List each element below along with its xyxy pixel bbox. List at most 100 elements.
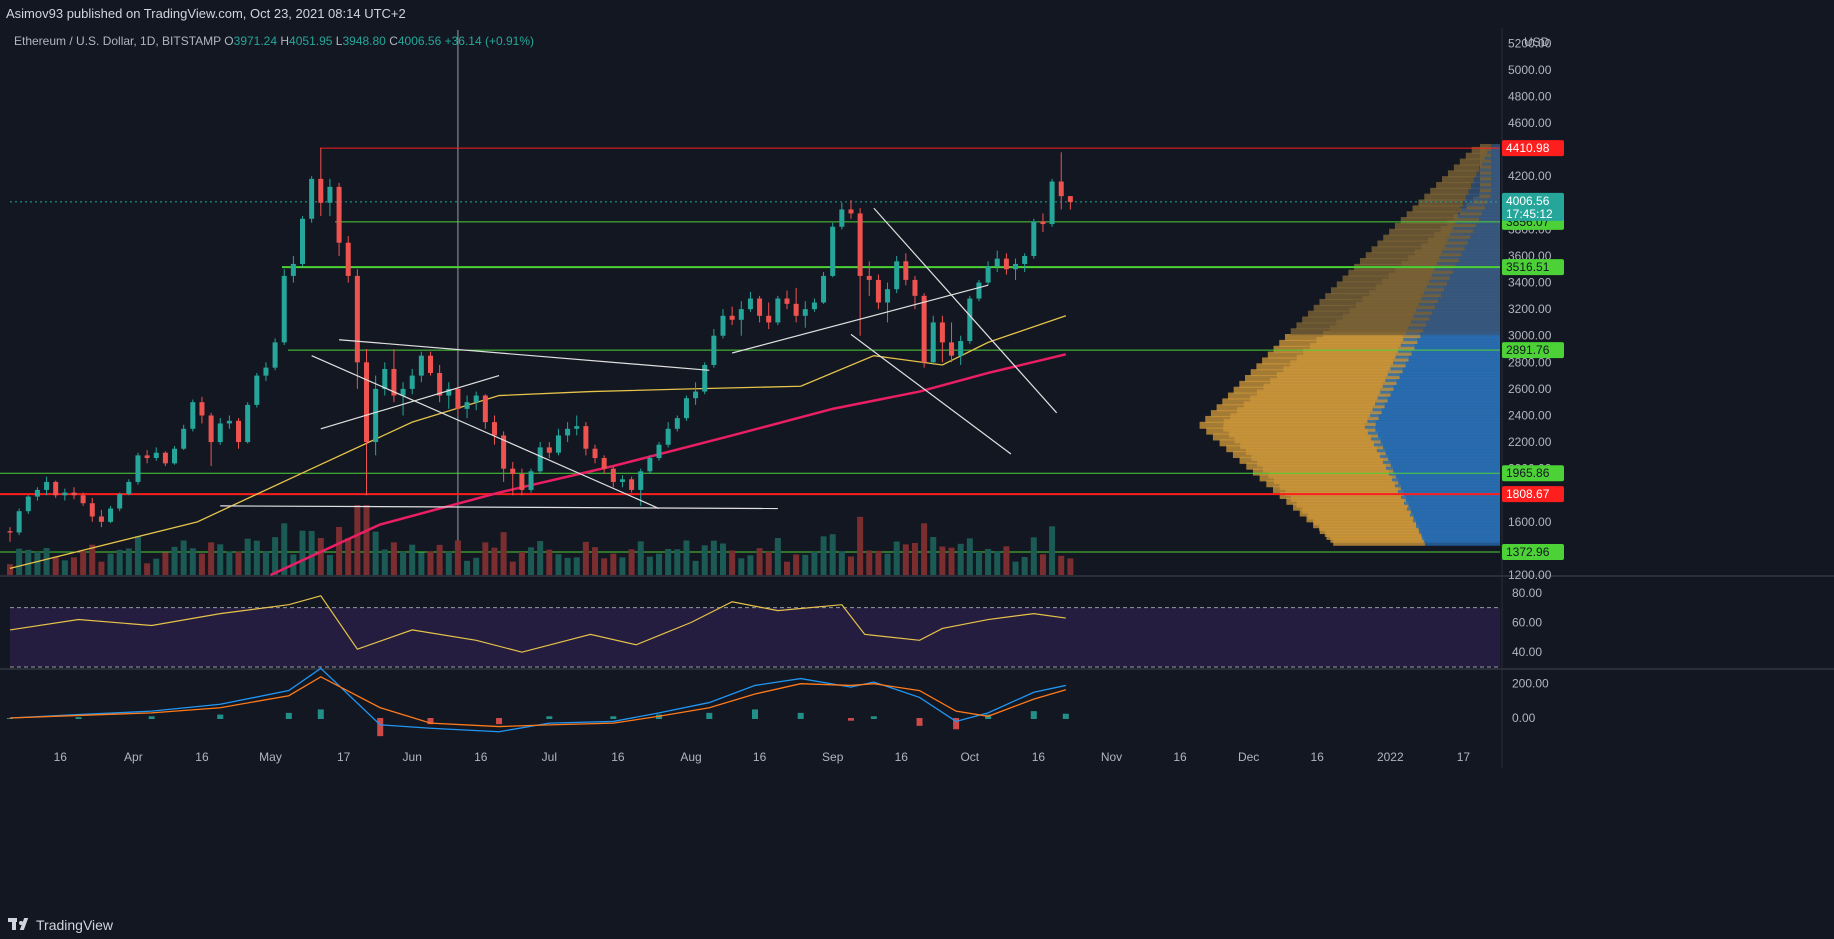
volume-bar: [683, 540, 690, 575]
volume-bar: [208, 542, 215, 575]
candle-body: [757, 298, 763, 316]
volume-bar: [573, 557, 580, 575]
macd-histogram-bar: [7, 718, 13, 719]
trendline: [850, 333, 1012, 455]
rsi-tick-label: 40.00: [1512, 645, 1542, 659]
moving-average-line: [269, 353, 1067, 577]
candle-body: [172, 448, 178, 464]
volume-bar: [482, 542, 489, 575]
x-tick-label: Jun: [403, 750, 422, 764]
price-level-label: 3516.51: [1506, 260, 1550, 274]
candle-body: [1022, 255, 1028, 264]
volume-bar: [985, 549, 992, 575]
volume-profile-bar: [1453, 164, 1480, 172]
volume-profile-bar: [1394, 222, 1453, 230]
volume-bar: [454, 540, 461, 575]
volume-bar: [820, 536, 827, 575]
volume-bar: [665, 549, 672, 575]
volume-bar: [838, 551, 845, 575]
volume-bar: [1039, 554, 1046, 575]
price-level-tag: [1502, 465, 1564, 482]
price-tick-label: 3000.00: [1508, 329, 1552, 343]
volume-bar: [107, 553, 114, 575]
tradingview-logo[interactable]: TradingView: [8, 917, 113, 933]
volume-bar: [345, 538, 352, 575]
candle-body: [702, 364, 708, 392]
volume-bar: [61, 560, 68, 575]
currency-label: USD: [1524, 35, 1550, 49]
volume-bar: [528, 547, 535, 575]
price-tick-label: 3400.00: [1508, 276, 1552, 290]
volume-bar: [1067, 558, 1074, 575]
volume-bar: [646, 556, 653, 575]
macd-histogram-bar: [377, 718, 384, 737]
volume-bar: [162, 552, 169, 575]
volume-bar: [966, 538, 973, 575]
volume-profile-bar: [1418, 199, 1464, 207]
volume-bar: [893, 541, 900, 575]
last-price-tag: [1502, 192, 1564, 221]
volume-bar: [1012, 561, 1019, 575]
candle-body: [309, 178, 315, 219]
macd-histogram-bar: [797, 712, 804, 719]
candle-body: [802, 309, 808, 316]
rsi-tick-label: 80.00: [1512, 586, 1542, 600]
macd-histogram-bar: [317, 709, 324, 719]
x-tick-label: Apr: [124, 750, 143, 764]
price-tick-label: 4600.00: [1508, 116, 1552, 130]
candle-body: [939, 322, 945, 343]
candle-body: [254, 375, 260, 405]
volume-profile-bar: [1365, 252, 1440, 260]
volume-bar: [400, 551, 407, 575]
volume-bar: [1049, 526, 1056, 575]
volume-bar: [509, 561, 516, 575]
x-tick-label: Jul: [542, 750, 557, 764]
volume-bar: [116, 549, 123, 575]
volume-bar: [308, 531, 315, 575]
candle-body: [44, 481, 50, 490]
volume-bar: [637, 541, 644, 575]
low-value: 3948.80: [342, 34, 386, 48]
volume-bar: [747, 555, 754, 575]
volume-bar: [171, 546, 178, 575]
candle-body: [382, 368, 388, 389]
candle-body: [729, 315, 735, 320]
volume-bar: [555, 554, 562, 575]
volume-bar: [89, 544, 96, 575]
candle-body: [674, 418, 680, 429]
close-label: C: [389, 34, 398, 48]
trendline: [339, 339, 710, 371]
volume-bar: [765, 551, 772, 575]
candle-body: [519, 473, 525, 490]
volume-bar: [363, 505, 370, 575]
volume-bar: [884, 553, 891, 575]
volume-profile-bar: [1348, 269, 1432, 277]
candle-body: [208, 415, 214, 443]
volume-bar: [189, 548, 196, 575]
trendline: [731, 284, 989, 354]
price-tick-label: 4200.00: [1508, 169, 1552, 183]
rsi-tick-label: 60.00: [1512, 616, 1542, 630]
candle-body: [821, 275, 827, 303]
candle-body: [720, 315, 726, 336]
volume-bar: [80, 551, 87, 575]
candle-body: [903, 261, 909, 280]
price-level-tag: [1502, 544, 1564, 561]
volume-profile-bar: [1491, 143, 1500, 151]
volume-bars: [7, 505, 1074, 575]
candle-body: [1013, 263, 1019, 270]
high-label: H: [280, 34, 290, 48]
candle-body: [610, 468, 616, 482]
volume-bar: [582, 541, 589, 575]
volume-bar: [911, 543, 918, 575]
candle-body: [1040, 221, 1046, 225]
volume-bar: [381, 549, 388, 575]
price-chart[interactable]: 16 Apr 16 May 17 Jun 16 Jul 16 Aug 16 Sep 16 Oct 16 Nov…: [0, 0, 1834, 915]
candle-body: [34, 489, 40, 497]
candle-body: [537, 447, 543, 472]
volume-bar: [7, 564, 13, 575]
candle-body: [354, 275, 360, 363]
volume-profile-bar: [1389, 228, 1451, 236]
price-tick-label: 2400.00: [1508, 408, 1552, 422]
macd-histogram-bar: [610, 716, 617, 719]
